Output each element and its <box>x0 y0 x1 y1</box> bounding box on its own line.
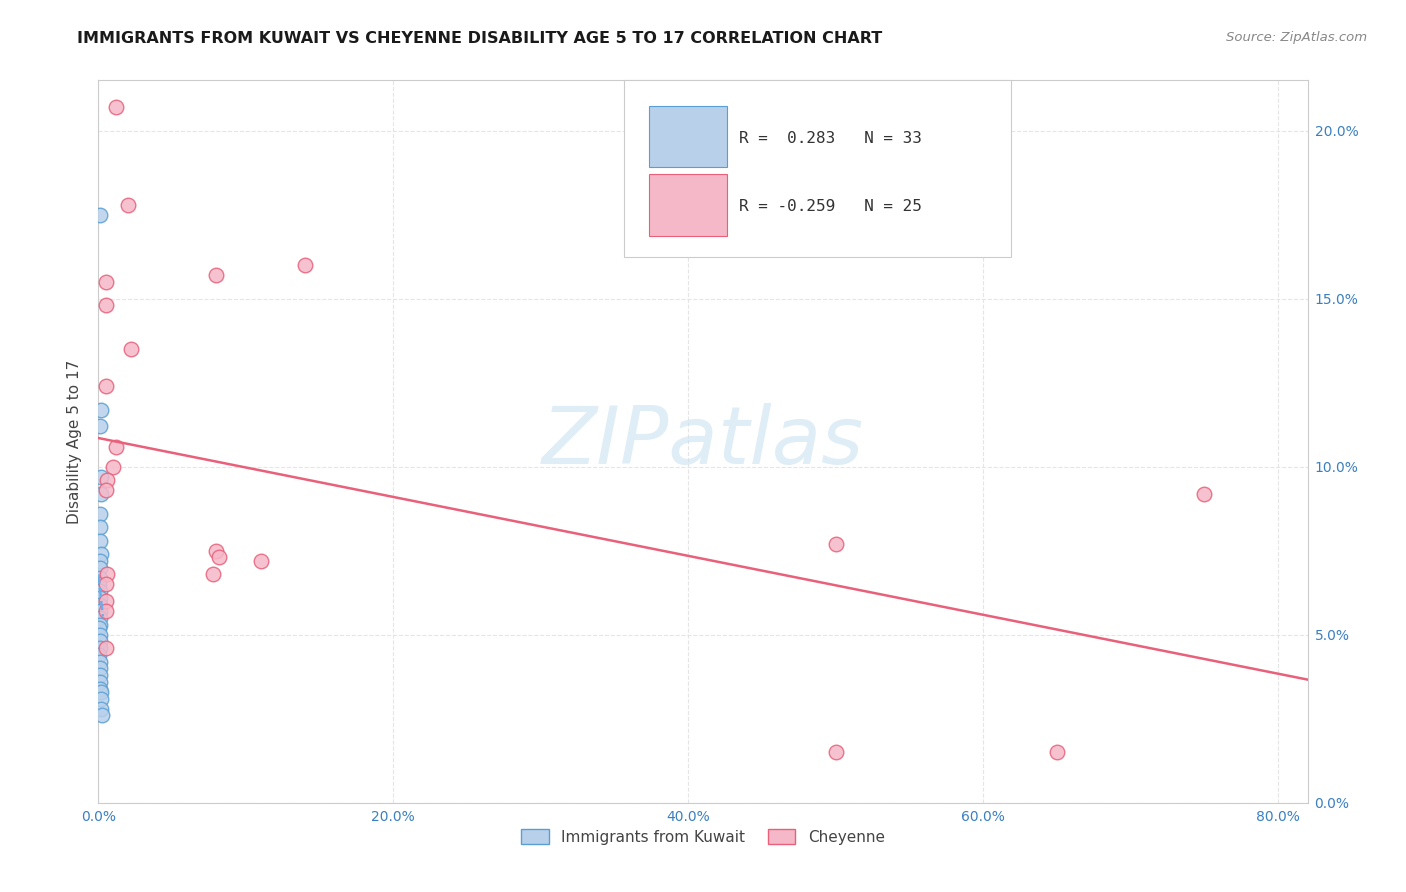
Point <box>90 547 112 561</box>
Text: R = -0.259   N = 25: R = -0.259 N = 25 <box>740 199 922 214</box>
Point <box>89 554 111 568</box>
Point <box>90 486 112 500</box>
FancyBboxPatch shape <box>648 174 727 235</box>
Point <box>89 681 111 696</box>
Text: Source: ZipAtlas.com: Source: ZipAtlas.com <box>1226 31 1367 45</box>
Point <box>94 604 117 618</box>
Point <box>91 708 114 723</box>
Point <box>94 298 117 312</box>
Point <box>89 674 111 689</box>
FancyBboxPatch shape <box>624 80 1011 257</box>
Point <box>202 567 225 582</box>
Point <box>89 604 111 618</box>
Point <box>89 661 111 675</box>
Point <box>824 537 846 551</box>
Point <box>89 507 111 521</box>
Point <box>89 628 111 642</box>
Point <box>89 641 111 656</box>
Point <box>89 655 111 669</box>
Point <box>94 275 117 289</box>
Point <box>89 598 111 612</box>
FancyBboxPatch shape <box>648 105 727 167</box>
Point <box>90 685 112 699</box>
Point <box>89 208 111 222</box>
Text: R =  0.283   N = 33: R = 0.283 N = 33 <box>740 130 922 145</box>
Point <box>90 402 112 417</box>
Point <box>208 550 231 565</box>
Text: ZIPatlas: ZIPatlas <box>541 402 865 481</box>
Point <box>90 702 112 716</box>
Legend: Immigrants from Kuwait, Cheyenne: Immigrants from Kuwait, Cheyenne <box>517 824 889 849</box>
Point <box>249 554 271 568</box>
Point <box>90 691 112 706</box>
Point <box>205 543 228 558</box>
Point <box>89 584 111 599</box>
Point <box>96 567 118 582</box>
Point <box>89 668 111 682</box>
Point <box>89 611 111 625</box>
Point <box>89 577 111 591</box>
Point <box>89 419 111 434</box>
Point <box>89 591 111 605</box>
Point <box>89 634 111 648</box>
Point <box>205 268 228 283</box>
Point <box>117 197 139 211</box>
Point <box>89 617 111 632</box>
Point <box>1046 745 1069 759</box>
Point <box>89 648 111 662</box>
Point <box>96 473 118 487</box>
Point <box>94 641 117 656</box>
Point <box>94 577 117 591</box>
Point <box>105 100 128 114</box>
Point <box>89 520 111 534</box>
Point <box>120 342 142 356</box>
Point <box>89 560 111 574</box>
Point <box>89 621 111 635</box>
Point <box>89 571 111 585</box>
Point <box>101 459 124 474</box>
Point <box>94 379 117 393</box>
Point <box>94 483 117 498</box>
Point <box>1194 486 1216 500</box>
Point <box>90 470 112 484</box>
Point <box>105 440 128 454</box>
Point <box>89 533 111 548</box>
Point <box>94 594 117 608</box>
Y-axis label: Disability Age 5 to 17: Disability Age 5 to 17 <box>66 359 82 524</box>
Point <box>294 258 316 272</box>
Text: IMMIGRANTS FROM KUWAIT VS CHEYENNE DISABILITY AGE 5 TO 17 CORRELATION CHART: IMMIGRANTS FROM KUWAIT VS CHEYENNE DISAB… <box>77 31 883 46</box>
Point <box>824 745 846 759</box>
